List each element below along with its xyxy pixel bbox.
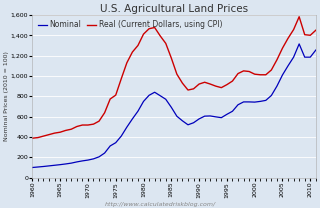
Line: Nominal: Nominal [32, 44, 316, 167]
Real (Current Dollars, using CPI) [30, 137, 34, 139]
Nominal [53, 164, 57, 167]
Nominal [131, 118, 134, 120]
Nominal [30, 166, 34, 169]
Nominal [292, 56, 295, 58]
Line: Real (Current Dollars, using CPI): Real (Current Dollars, using CPI) [32, 17, 316, 138]
Nominal [214, 116, 218, 118]
Nominal [297, 43, 301, 45]
Nominal [164, 98, 168, 100]
Text: http://www.calculatedriskblog.com/: http://www.calculatedriskblog.com/ [104, 202, 216, 207]
Real (Current Dollars, using CPI) [292, 28, 295, 31]
Real (Current Dollars, using CPI) [203, 81, 207, 83]
Nominal [203, 115, 207, 117]
Nominal [314, 49, 318, 51]
Real (Current Dollars, using CPI) [297, 15, 301, 18]
Legend: Nominal, Real (Current Dollars, using CPI): Nominal, Real (Current Dollars, using CP… [36, 19, 224, 31]
Real (Current Dollars, using CPI) [214, 85, 218, 87]
Real (Current Dollars, using CPI) [314, 29, 318, 31]
Real (Current Dollars, using CPI) [53, 132, 57, 134]
Y-axis label: Nominal Prices (2010 = 100): Nominal Prices (2010 = 100) [4, 51, 9, 141]
Real (Current Dollars, using CPI) [131, 51, 134, 53]
Real (Current Dollars, using CPI) [164, 42, 168, 45]
Title: U.S. Agricultural Land Prices: U.S. Agricultural Land Prices [100, 4, 248, 14]
